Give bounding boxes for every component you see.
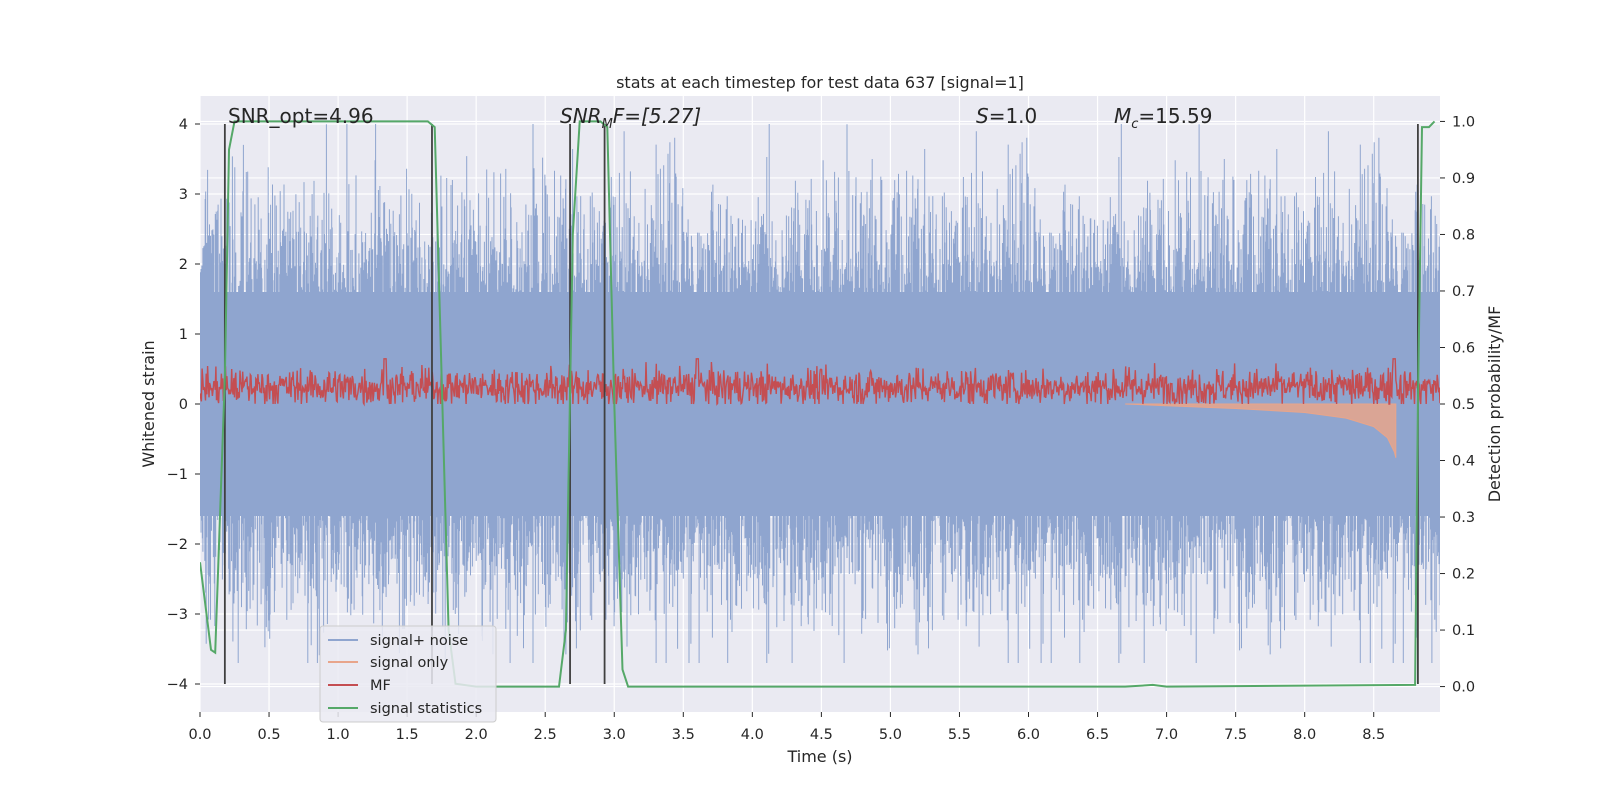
x-tick-label: 5.5 [948,727,971,743]
signal-statistics-series [200,120,1436,688]
y-axis-label: Whitened strain [139,340,158,467]
x-tick-label: 2.0 [465,727,488,743]
x-tick-label: 7.0 [1155,727,1178,743]
y-tick-label: 2 [179,257,188,273]
x-tick-label: 8.5 [1362,727,1385,743]
annotation-snr-opt: SNR_opt=4.96 [228,104,374,128]
y2-tick-labels: 0.0 0.1 0.2 0.3 0.4 0.5 0.6 0.7 0.8 0.9 1.0 [1440,114,1475,696]
data-series [200,120,1440,688]
y-tick-label: 0 [179,397,188,413]
legend-label-signal-statistics: signal statistics [370,701,482,717]
legend-box [319,625,497,723]
y2-tick-label: 0.1 [1452,623,1475,639]
annotation-snr-mf: SNRMF=[5.27] [560,104,701,132]
annotation-snr-mf-main: SNR [560,104,602,128]
y2-tick-label: 0.9 [1452,171,1475,187]
chart-title: stats at each timestep for test data 637… [616,73,1024,92]
y2-tick-label: 1.0 [1452,114,1475,130]
y2-tick-label: 0.2 [1452,567,1475,583]
y-tick-label: 3 [179,187,188,203]
annotation-mc-rest: =15.59 [1138,104,1212,128]
legend-label-signal-noise: signal+ noise [370,633,468,649]
x-tick-label: 3.5 [672,727,695,743]
annotation-mc-sub: c [1131,117,1138,132]
x-tick-label: 5.0 [879,727,902,743]
x-tick-label: 8.0 [1293,727,1316,743]
y-tick-label: −4 [167,677,188,693]
y2-tick-label: 0.6 [1452,340,1475,356]
x-tick-label: 1.0 [327,727,350,743]
x-tick-label: 1.5 [396,727,419,743]
y2-tick-label: 0.3 [1452,510,1475,526]
x-tick-label: 0.5 [258,727,281,743]
legend-label-mf: MF [370,678,391,694]
annotation-mc: Mc=15.59 [1114,104,1212,132]
y2-tick-label: 0.8 [1452,227,1475,243]
x-tick-labels: 0.0 0.5 1.0 1.5 2.0 2.5 3.0 3.5 4.0 4.5 5.0 5.5 6.0 6… [188,712,1385,743]
annotation-s: S=1.0 [976,104,1037,128]
x-tick-label: 6.0 [1017,727,1040,743]
annotation-s-main: S [976,104,989,128]
legend: signal+ noise signal only MF signal stat… [319,625,497,723]
y2-tick-label: 0.7 [1452,284,1475,300]
y-tick-label: 4 [179,117,188,133]
y-tick-label: 1 [179,327,188,343]
x-axis-label: Time (s) [786,747,852,766]
y-tick-label: −2 [167,537,188,553]
annotation-snr-mf-rest-text: F=[5.27] [613,104,701,128]
y2-tick-label: 0.4 [1452,454,1475,470]
y-tick-label: −1 [167,467,188,483]
signal-only-series [1125,403,1397,458]
y2-tick-label: 0.5 [1452,397,1475,413]
x-tick-label: 4.5 [810,727,833,743]
x-tick-label: 0.0 [188,727,211,743]
mf-series [200,358,1440,407]
annotation-s-rest: =1.0 [989,104,1038,128]
y2-axis-label: Detection probability/MF [1485,306,1504,503]
annotation-mc-main: M [1114,104,1131,128]
x-tick-label: 3.0 [603,727,626,743]
x-tick-label: 6.5 [1086,727,1109,743]
legend-label-signal-only: signal only [370,655,449,671]
y2-tick-label: 0.0 [1452,680,1475,696]
x-tick-label: 7.5 [1224,727,1247,743]
x-tick-label: 2.5 [534,727,557,743]
y-tick-labels: −4 −3 −2 −1 0 1 2 3 4 [167,117,200,693]
annotation-snr-mf-rest: F=[5.27] [613,104,701,128]
x-tick-label: 4.0 [741,727,764,743]
annotation-snr-mf-sub: M [602,117,613,132]
y-tick-label: −3 [167,607,188,623]
